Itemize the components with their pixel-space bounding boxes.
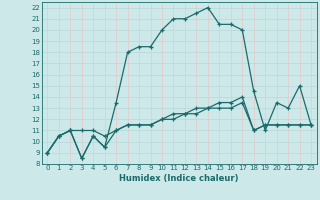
X-axis label: Humidex (Indice chaleur): Humidex (Indice chaleur)	[119, 174, 239, 183]
